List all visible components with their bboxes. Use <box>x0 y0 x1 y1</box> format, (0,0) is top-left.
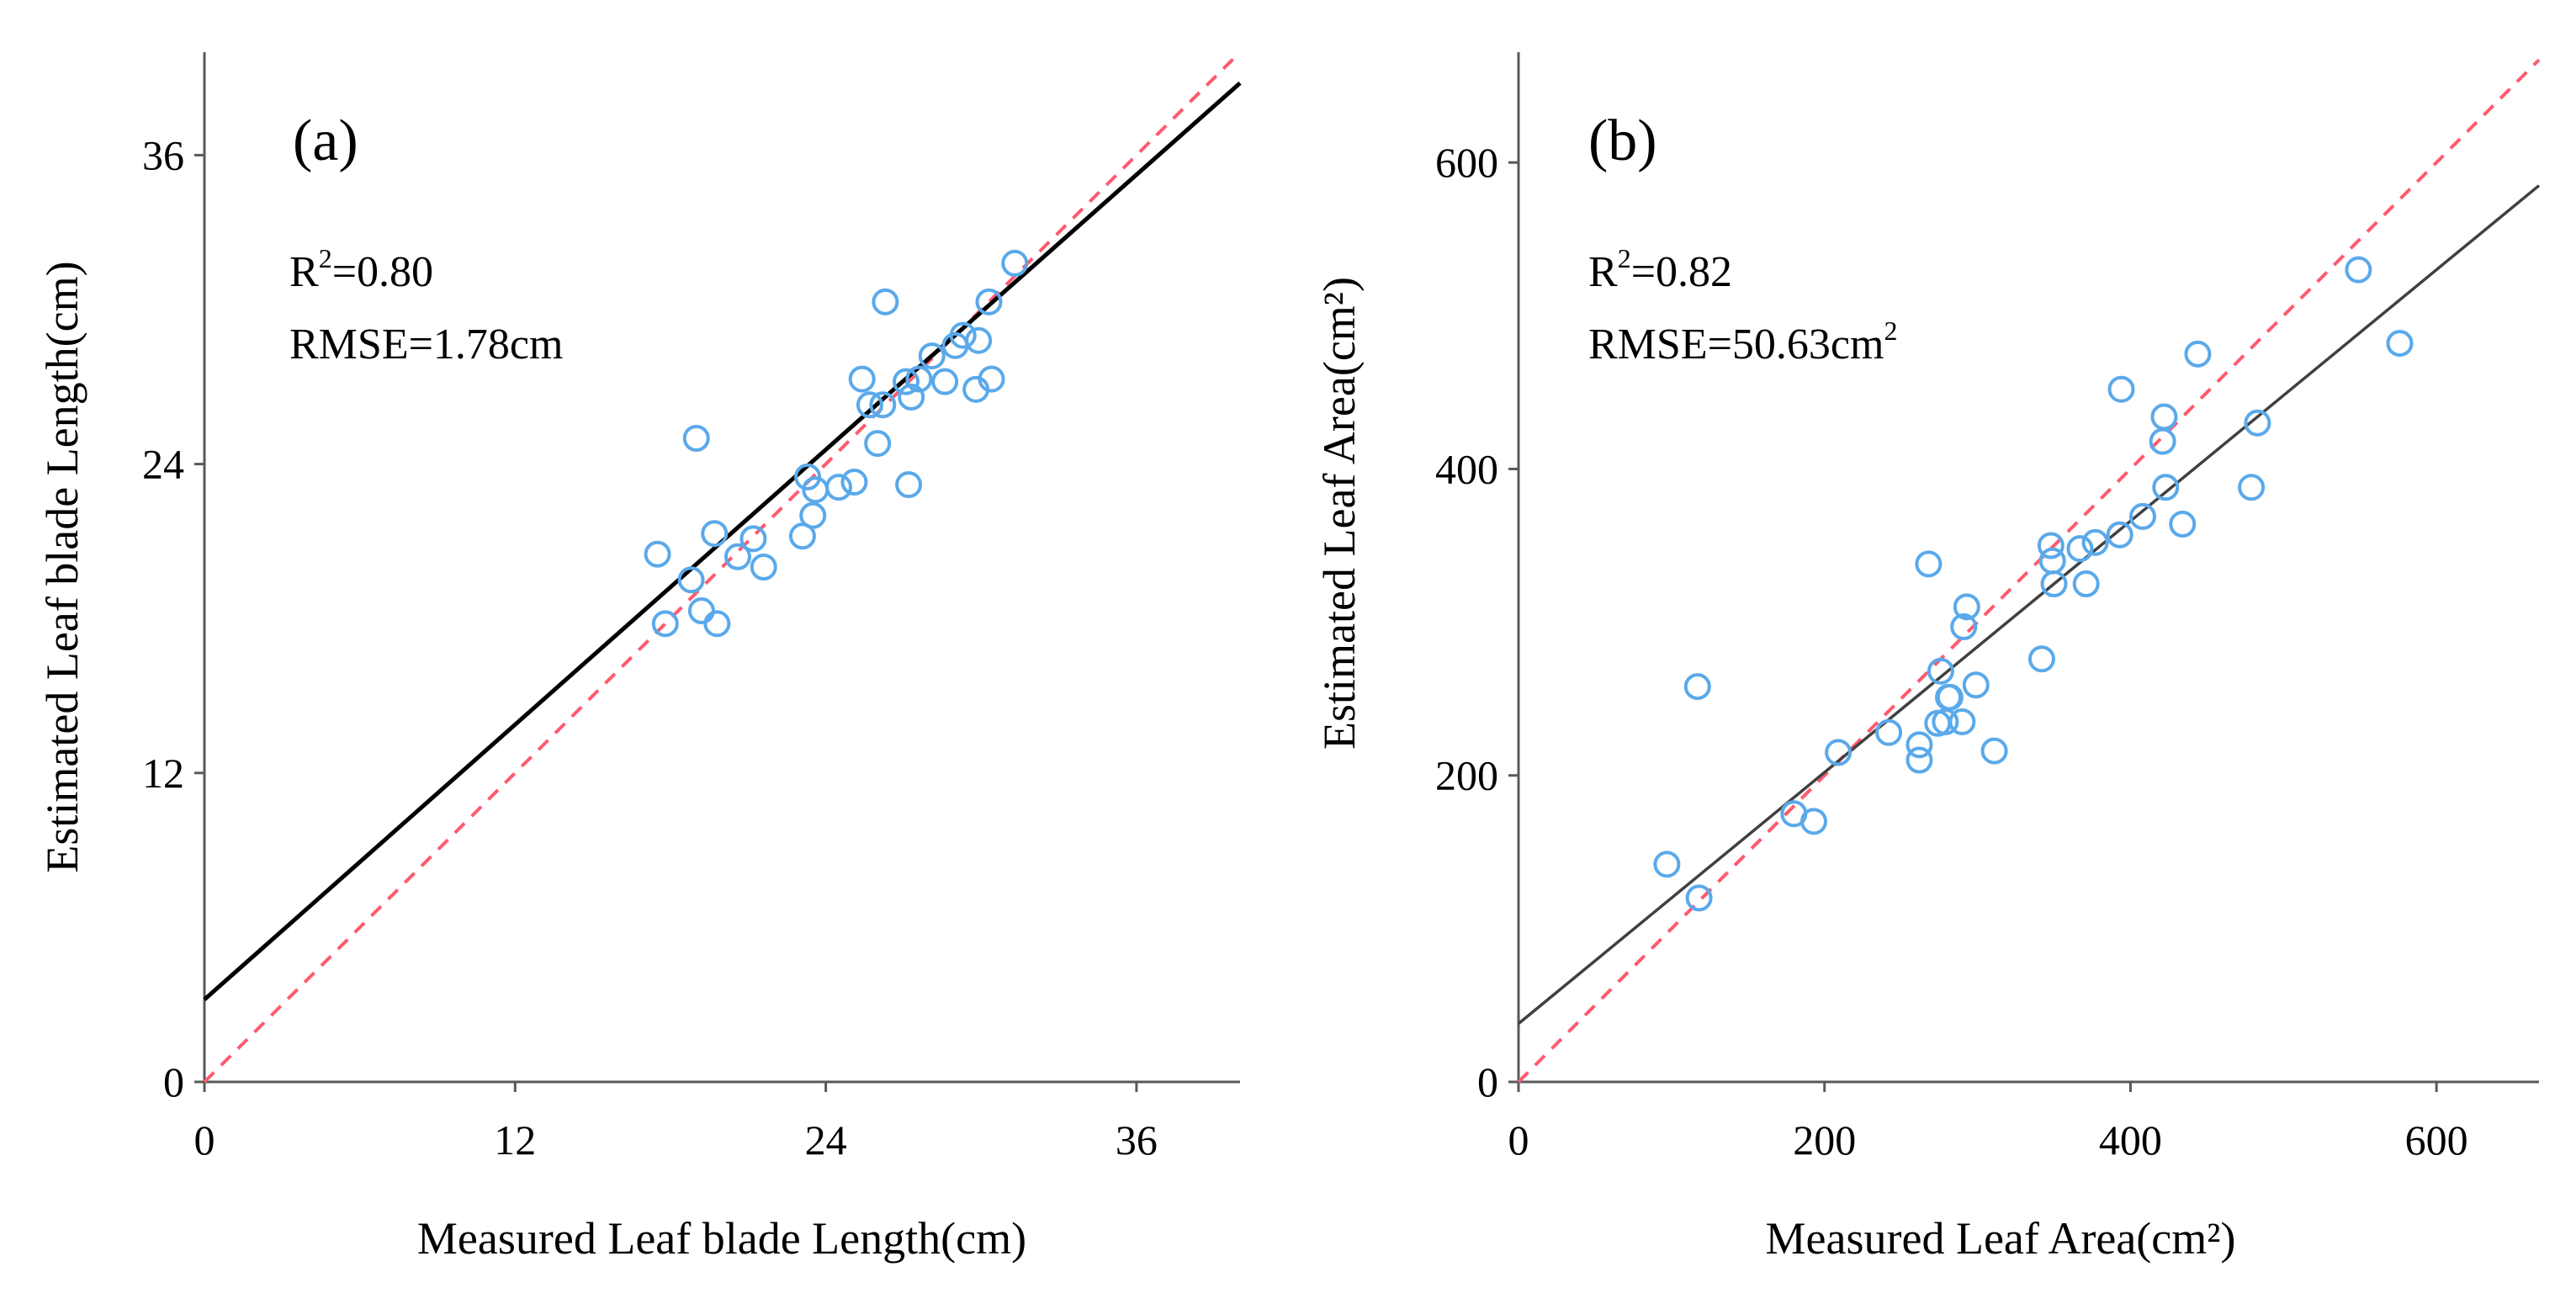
panel-b-x-tick-label: 200 <box>1793 1116 1856 1164</box>
panel-b-data-point <box>2345 256 2372 284</box>
panel-b-data-point <box>1980 737 2008 765</box>
panel-b-data-point <box>2038 547 2066 575</box>
panel-a-data-point <box>965 326 993 354</box>
panel-b-label: (b) <box>1588 109 1657 173</box>
panel-b-r2: R2=0.82 <box>1588 243 1732 296</box>
panel-b-data-point <box>2150 403 2178 431</box>
panel-b-y-tick-label: 400 <box>1435 445 1498 492</box>
panel-b-data-point <box>2081 528 2109 556</box>
panel-b-data-point <box>2149 427 2176 455</box>
panel-a-data-point <box>975 288 1003 315</box>
panel-a-y-tick-label: 0 <box>163 1058 184 1105</box>
panel-b-x-axis-label: Measured Leaf Area(cm²) <box>1766 1213 2236 1264</box>
panel-b-data-point <box>1875 718 1903 746</box>
panel-a-data-point <box>869 391 897 419</box>
panel-a-data-point <box>701 520 729 548</box>
panel-a-data-point <box>848 365 876 393</box>
panel-a-label: (a) <box>293 109 358 173</box>
panel-a-data-point <box>978 365 1005 393</box>
panel-a-data-point <box>824 474 852 501</box>
panel-a-data-point <box>687 597 715 625</box>
panel-a-data-point <box>682 425 710 452</box>
panel-a-data-point <box>799 501 827 529</box>
panel-a-x-tick-label: 36 <box>1116 1116 1158 1164</box>
panel-a-data-point <box>856 391 883 419</box>
panel-b-data-point <box>1948 708 1976 735</box>
panel-a-data-point <box>872 288 899 315</box>
panel-a-y-tick-label: 36 <box>142 131 184 178</box>
panel-b-data-point <box>2040 570 2068 598</box>
panel-b-data-point <box>2037 532 2065 559</box>
panel-b-rmse: RMSE=50.63cm2 <box>1588 315 1897 368</box>
panel-b-data-point <box>1950 613 1978 641</box>
panel-b-data-point <box>2066 535 2094 563</box>
panel-b-data-point <box>2107 375 2135 403</box>
panel-a-data-point <box>1001 249 1029 277</box>
panel-a-y-tick-label: 24 <box>142 441 184 488</box>
panel-b-x-tick-label: 0 <box>1508 1116 1529 1164</box>
panel-b-data-point <box>2152 474 2180 501</box>
panel-a-data-point <box>750 554 777 580</box>
panel-b-data-point <box>1905 731 1933 759</box>
panel-a-data-point <box>905 365 933 393</box>
panel-a-data-point <box>794 463 822 490</box>
panel-b-data-point <box>2238 474 2266 501</box>
panel-b-data-point <box>1905 746 1933 774</box>
panel-b-data-point <box>1915 550 1943 578</box>
panel-b-data-point <box>1927 657 1954 685</box>
panel-b-data-point <box>2244 409 2271 437</box>
panel-b-data-point <box>1685 884 1713 912</box>
panel-b-data-point <box>1825 739 1852 766</box>
panel-a-data-point <box>644 540 671 568</box>
panel-b-x-tick-label: 600 <box>2405 1116 2468 1164</box>
panel-a-x-axis-label: Measured Leaf blade Length(cm) <box>417 1213 1026 1264</box>
panel-b-data-point <box>1799 808 1827 835</box>
panel-b-data-point <box>1962 671 1990 699</box>
panel-a-x-tick-label: 0 <box>194 1116 215 1164</box>
panel-b-data-point <box>1953 593 1980 621</box>
panel-a-data-point <box>724 543 751 570</box>
panel-a-identity-line <box>203 50 1242 1084</box>
panel-a-data-point <box>949 321 977 349</box>
panel-a-data-point <box>895 471 923 499</box>
panel-a-y-tick-label: 12 <box>142 750 184 797</box>
panel-b-y-tick-label: 0 <box>1477 1058 1498 1105</box>
panel-b-chart: 0 200 400 600 0 200 400 600 (b) R2=0.82 RMSE=50… <box>1314 52 2541 1264</box>
panel-a-data-point <box>788 522 816 550</box>
panel-b-data-point <box>2184 340 2212 368</box>
panel-a-data-point <box>739 525 767 553</box>
panel-b-data-point <box>1936 683 1964 711</box>
panel-b-data-point <box>2128 502 2156 530</box>
panel-a-data-point <box>918 342 946 370</box>
panel-b-x-tick-label: 400 <box>2099 1116 2162 1164</box>
panel-a-data-point <box>898 384 925 411</box>
panel-a-chart: 0 12 24 36 0 12 24 36 (a) R2=0.80 RMSE=1.78cm M… <box>37 50 1242 1264</box>
panel-b-identity-line <box>1517 58 2541 1084</box>
panel-a-data-point <box>840 469 868 496</box>
panel-a-x-tick-label: 12 <box>494 1116 536 1164</box>
panel-a-data-point <box>651 610 679 638</box>
panel-a-rmse: RMSE=1.78cm <box>289 321 563 368</box>
panel-a-data-point <box>893 368 920 395</box>
panel-a-data-point <box>864 430 892 458</box>
panel-b-fit-line <box>1517 184 2541 1026</box>
panel-b-data-point <box>1653 851 1681 878</box>
panel-b-y-tick-label: 600 <box>1435 139 1498 186</box>
panel-b-data-point <box>2072 570 2100 598</box>
panel-a-data-point <box>703 610 731 638</box>
panel-b-data-point <box>2386 330 2414 358</box>
panel-a-y-axis-label: Estimated Leaf blade Length(cm) <box>37 261 87 872</box>
panel-a-data-point <box>677 566 705 594</box>
panel-b-data-point <box>2169 511 2197 538</box>
panel-b-data-point <box>2106 521 2133 549</box>
panel-b-data-point <box>2027 645 2055 673</box>
panel-b-data-point <box>1683 673 1711 701</box>
panel-a-r2: R2=0.80 <box>289 243 433 296</box>
panel-a-x-tick-label: 24 <box>805 1116 847 1164</box>
panel-b-y-tick-label: 200 <box>1435 752 1498 799</box>
panel-b-y-axis-label: Estimated Leaf Area(cm²) <box>1314 277 1365 750</box>
panel-a-data-point <box>931 368 959 395</box>
